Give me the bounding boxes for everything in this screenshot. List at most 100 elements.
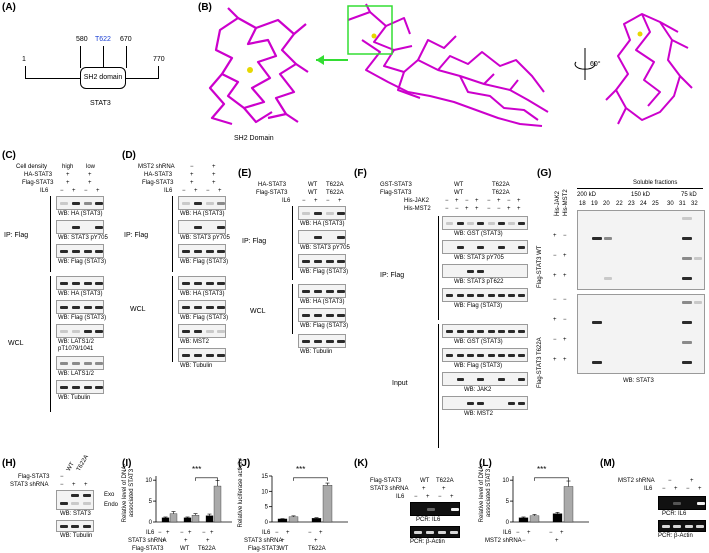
i-xrow-label: Flag-STAT3: [132, 546, 164, 552]
c-val: +: [96, 188, 100, 194]
f-val: WT: [454, 190, 464, 196]
g-sign: −: [553, 253, 557, 259]
panel-label-e: (E): [238, 168, 252, 179]
e-blot-label: WB: Tubulin: [300, 349, 333, 355]
y-tick-label: 0: [265, 520, 269, 526]
g-sign: −: [553, 297, 557, 303]
c-wcl-bracket: [50, 276, 51, 412]
e-val: T622A: [326, 182, 344, 188]
f-val: −: [497, 206, 501, 212]
c-blot-label: WB: LATS1/2: [58, 371, 94, 377]
c-row-label: Flag-STAT3: [22, 180, 54, 186]
bar: [161, 517, 170, 523]
f-val: +: [507, 206, 511, 212]
h-endo: Endo: [104, 502, 119, 508]
l-xval: −: [522, 538, 526, 544]
c-ip-label: IP: Flag: [4, 232, 29, 239]
e-blot-label: WB: HA (STAT3): [300, 221, 345, 227]
sh2-domain-box: SH2 domain: [80, 67, 126, 89]
y-tick-label: 10: [261, 489, 268, 495]
significance-bracket: [534, 477, 569, 481]
i-xval: +: [188, 530, 192, 536]
y-tick-label: 10: [502, 478, 509, 484]
tick-mark-670: [126, 46, 127, 68]
k-blot-label: PCR: β-Actin: [410, 539, 445, 545]
h-row-label: STAT3 shRNA: [10, 482, 49, 488]
d-wcl-label: WCL: [130, 306, 146, 313]
f-val: T622A: [492, 182, 510, 188]
i-sig: ***: [192, 465, 202, 474]
bar: [518, 517, 529, 523]
i-xval: −: [180, 530, 184, 536]
l-xval: +: [527, 530, 531, 536]
e-val: −: [302, 198, 306, 204]
g-sign: −: [563, 317, 567, 323]
d-blot-label: WB: MST2: [180, 339, 210, 345]
panel-label-k: (K): [354, 458, 368, 469]
g-sign: +: [563, 357, 567, 363]
e-blot: [298, 308, 346, 322]
f-blot: [442, 288, 528, 302]
i-xval: +: [166, 530, 170, 536]
panel-label-m: (M): [600, 458, 615, 469]
bar: [322, 485, 333, 523]
f-val: WT: [454, 182, 464, 188]
e-ip-label: IP: Flag: [242, 238, 267, 245]
f-val: +: [517, 198, 521, 204]
e-val: −: [326, 198, 330, 204]
g-group-mut: Flag-STAT3 T622A: [537, 337, 543, 388]
j-chart: 0 5 10 15: [261, 474, 348, 526]
c-val: −: [60, 188, 64, 194]
g-marker: 75 kD: [681, 192, 697, 198]
panel-l: Relative level of DNA-associated STAT3 0…: [479, 458, 599, 553]
d-row-label: IL6: [164, 188, 173, 194]
i-xval: +: [210, 530, 214, 536]
d-row-label: MST2 shRNA: [138, 164, 175, 170]
f-val: −: [445, 206, 449, 212]
zoom-arrow-head: [316, 55, 324, 65]
f-blot: [442, 216, 528, 230]
e-wcl-label: WCL: [250, 308, 266, 315]
f-val: −: [445, 198, 449, 204]
d-val: +: [190, 180, 194, 186]
i-xval: +: [162, 538, 166, 544]
d-val: +: [212, 180, 216, 186]
k-val: +: [450, 494, 454, 500]
tick-t622: T622: [95, 36, 111, 43]
tick-mark-580: [80, 46, 81, 68]
panel-j: Relative luciferase activity 0 5 10 15 IL6 …: [238, 458, 352, 553]
c-blot: [56, 380, 104, 394]
f-blot: [442, 264, 528, 278]
zoom-box: [347, 5, 393, 55]
tick-mark-start: [25, 66, 26, 78]
h-row-label: Flag-STAT3: [18, 474, 50, 480]
g-fraction: 25: [652, 201, 659, 207]
f-row-label: GST-STAT3: [380, 182, 412, 188]
c-row-label: HA-STAT3: [24, 172, 53, 178]
bar: [563, 486, 574, 523]
k-val: −: [414, 494, 418, 500]
g-sign: +: [553, 357, 557, 363]
j-xval: −: [275, 530, 279, 536]
h-val: −: [60, 474, 64, 480]
bar: [529, 515, 540, 523]
j-xval: +: [281, 538, 285, 544]
j-xrow-label: STAT3 shRNA: [244, 538, 283, 544]
g-sign: +: [563, 337, 567, 343]
h-val: −: [60, 482, 64, 488]
g-fraction: 20: [603, 201, 610, 207]
f-row-label: His-JAK2: [404, 198, 430, 204]
panel-m: MST2 shRNA − + IL6 − + − + PCR: IL6 PCR:…: [600, 458, 709, 553]
bar: [277, 518, 288, 523]
g-fraction: 18: [579, 201, 586, 207]
g-sign: +: [563, 253, 567, 259]
e-row-label: Flag-STAT3: [256, 190, 288, 196]
i-xval: +: [184, 538, 188, 544]
c-wcl-label: WCL: [8, 340, 24, 347]
d-val: +: [194, 188, 198, 194]
h-val: +: [72, 482, 76, 488]
l-xval: +: [560, 530, 564, 536]
t622-residue-zoom: [247, 67, 253, 73]
d-wcl-bracket: [172, 276, 173, 362]
c-val: +: [88, 180, 92, 186]
